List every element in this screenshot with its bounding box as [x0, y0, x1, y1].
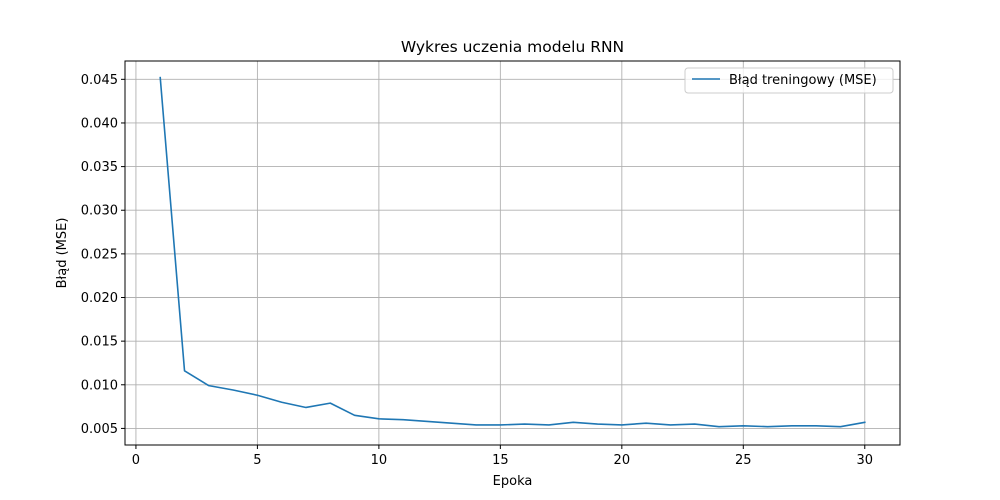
legend-box [684, 67, 894, 94]
x-tick-label: 15 [492, 453, 509, 468]
y-tick-label: 0.045 [81, 73, 118, 88]
chart-title: Wykres uczenia modelu RNN [401, 38, 624, 56]
y-tick-label: 0.005 [81, 422, 118, 437]
y-tick-label: 0.020 [81, 291, 118, 306]
y-tick-label: 0.035 [81, 160, 118, 175]
legend: Błąd treningowy (MSE) [684, 67, 894, 94]
y-tick-label: 0.030 [81, 204, 118, 219]
axis-ticks: 0 5 10 15 20 25 30 0.005 0.010 0.015 0.020 0.025 0.0… [81, 73, 873, 468]
plot-frame [124, 60, 901, 446]
y-tick-label: 0.040 [81, 116, 118, 131]
loss-line [159, 76, 866, 428]
x-tick-label: 20 [614, 453, 631, 468]
x-tick-label: 5 [253, 453, 261, 468]
grid [125, 61, 900, 445]
y-tick-label: 0.025 [81, 247, 118, 262]
x-tick-label: 10 [371, 453, 388, 468]
y-tick-label: 0.010 [81, 378, 118, 393]
legend-label: Błąd treningowy (MSE) [729, 73, 877, 88]
x-tick-label: 25 [735, 453, 752, 468]
y-axis-label: Błąd (MSE) [55, 218, 70, 289]
y-tick-label: 0.015 [81, 335, 118, 350]
x-tick-label: 0 [132, 453, 140, 468]
x-tick-label: 30 [856, 453, 873, 468]
x-axis-label: Epoka [493, 474, 533, 489]
series-layer [159, 76, 866, 428]
